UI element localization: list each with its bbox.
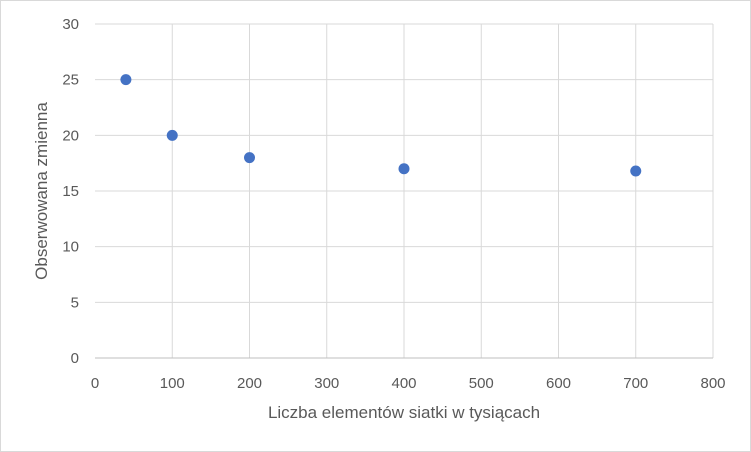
x-tick-label: 0 — [91, 375, 99, 392]
x-tick-label: 500 — [469, 375, 494, 392]
data-point — [630, 165, 642, 177]
x-tick-label: 600 — [546, 375, 571, 392]
x-tick-label: 100 — [160, 375, 185, 392]
x-tick-labels: 0 100 200 300 400 500 600 700 800 — [91, 375, 726, 392]
data-points — [120, 74, 642, 177]
y-tick-label: 10 — [62, 239, 79, 256]
x-tick-label: 800 — [700, 375, 725, 392]
y-tick-label: 15 — [62, 183, 79, 200]
data-point — [166, 129, 178, 141]
x-tick-label: 200 — [237, 375, 262, 392]
x-tick-label: 400 — [391, 375, 416, 392]
horizontal-gridlines — [95, 23, 713, 303]
x-axis-title: Liczba elementów siatki w tysiącach — [268, 403, 540, 422]
data-point — [244, 152, 255, 164]
x-tick-label: 700 — [623, 375, 648, 392]
data-point — [120, 74, 132, 86]
x-tick-label: 300 — [314, 375, 339, 392]
y-tick-label: 25 — [62, 72, 79, 89]
data-point — [398, 163, 410, 175]
y-tick-labels: 0 5 10 15 20 25 30 — [62, 16, 79, 367]
y-tick-label: 0 — [71, 350, 79, 367]
y-tick-label: 30 — [62, 16, 79, 33]
y-tick-label: 20 — [62, 127, 79, 144]
y-axis-title: Obserwowana zmienna — [32, 102, 51, 280]
y-tick-label: 5 — [71, 294, 79, 311]
